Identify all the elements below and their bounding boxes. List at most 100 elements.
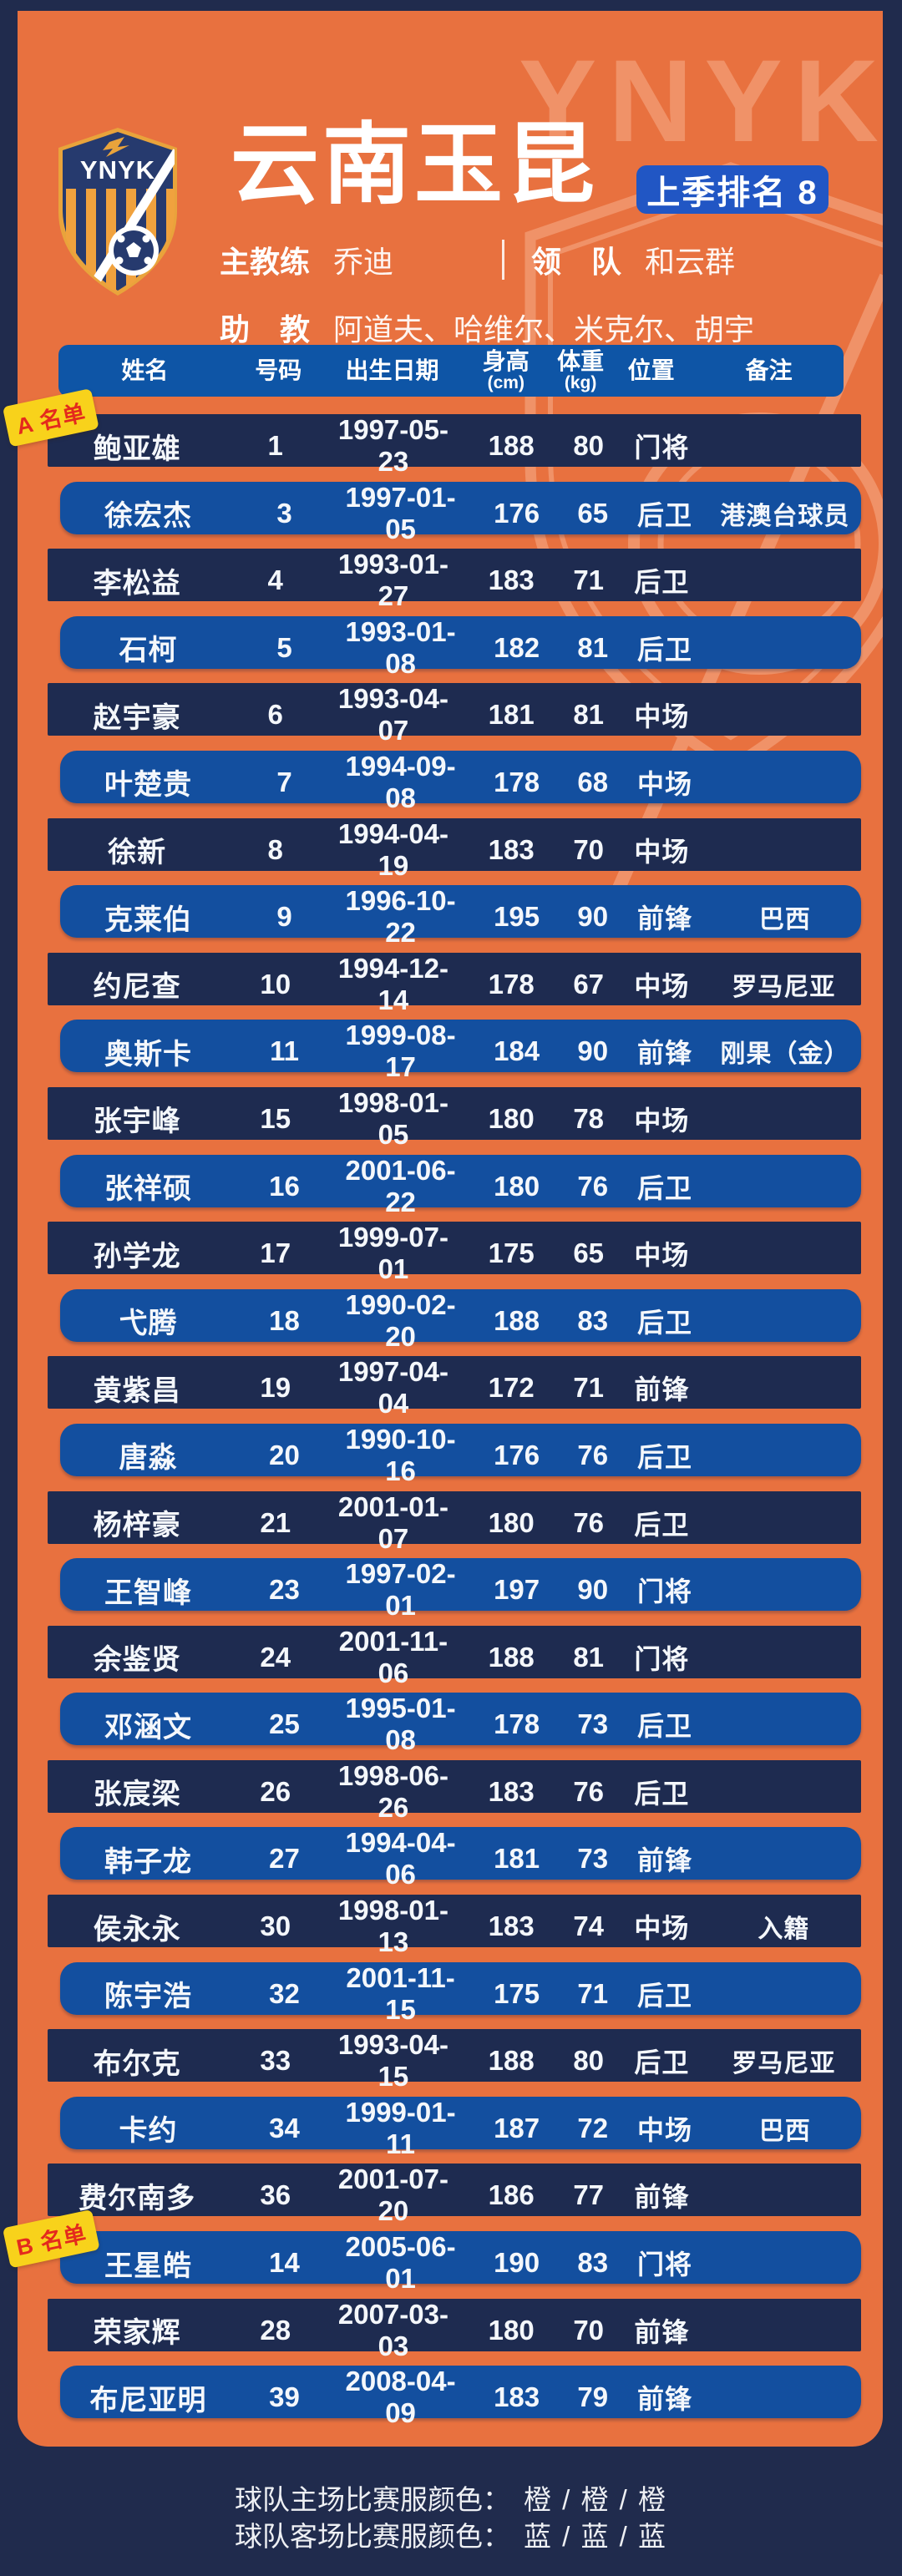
- table-row: 张宇峰 15 1998-01-05 180 78 中场: [48, 1086, 861, 1150]
- cell-birthdate: 2005-06-01: [345, 2231, 456, 2295]
- cell-height: 180: [488, 1102, 535, 1134]
- cell-weight: 83: [577, 2247, 609, 2279]
- column-label: 体重: [557, 347, 605, 374]
- cell-name: 布尔克: [93, 2047, 181, 2080]
- table-header: 姓名 号码 出生日期 身高 (cm) 体重 (kg) 位置 备注: [58, 345, 844, 397]
- cell-name: 弋腾: [119, 1308, 178, 1340]
- cell-birthdate: 1997-01-05: [345, 481, 456, 544]
- cell-weight: 71: [573, 1372, 605, 1404]
- table-row: 约尼查 10 1994-12-14 178 67 中场 罗马尼亚: [48, 952, 861, 1015]
- cell-name: 费尔南多: [79, 2182, 196, 2214]
- cell-position: 中场: [634, 1913, 690, 1944]
- cell-height: 175: [488, 1237, 535, 1269]
- cell-birthdate: 1998-01-05: [337, 1086, 448, 1150]
- table-row: 弋腾 18 1990-02-20 188 83 后卫: [60, 1288, 861, 1352]
- table-row: 王星皓 14 2005-06-01 190 83 门将: [60, 2231, 861, 2294]
- cell-number: 9: [276, 901, 292, 933]
- cell-height: 178: [488, 968, 535, 1000]
- cell-birthdate: 1999-01-11: [345, 2096, 456, 2159]
- cell-number: 6: [267, 699, 283, 731]
- cell-name: 布尼亚明: [89, 2384, 207, 2417]
- cell-height: 181: [494, 1843, 540, 1875]
- table-row: 石柯 5 1993-01-08 182 81 后卫: [60, 615, 861, 679]
- cell-birthdate: 1998-06-26: [337, 1759, 448, 1823]
- cell-position: 前锋: [634, 1374, 690, 1405]
- cell-number: 21: [260, 1506, 291, 1538]
- table-row: 卡约 34 1999-01-11 187 72 中场 巴西: [60, 2096, 861, 2159]
- table-row: 张宸梁 26 1998-06-26 183 76 后卫: [48, 1759, 861, 1823]
- cell-note: 罗马尼亚: [732, 973, 836, 1001]
- home-kit-label: 球队主场比赛服颜色：: [234, 2484, 510, 2515]
- cell-birthdate: 2001-06-22: [345, 1154, 456, 1217]
- cell-weight: 76: [573, 1775, 605, 1807]
- cell-birthdate: 1994-09-08: [345, 750, 456, 813]
- table-row: 陈宇浩 32 2001-11-15 175 71 后卫: [60, 1961, 861, 2025]
- cell-birthdate: 1993-04-15: [337, 2029, 448, 2093]
- cell-number: 4: [267, 564, 283, 596]
- table-row: 叶楚贵 7 1994-09-08 178 68 中场: [60, 750, 861, 813]
- column-label: 身高: [482, 347, 530, 374]
- cell-weight: 76: [577, 1170, 609, 1202]
- cell-name: 赵宇豪: [93, 701, 181, 734]
- table-row: 张祥硕 16 2001-06-22 180 76 后卫: [60, 1154, 861, 1217]
- table-row: 布尔克 33 1993-04-15 188 80 后卫 罗马尼亚: [48, 2029, 861, 2092]
- table-row: 奥斯卡 11 1999-08-17 184 90 前锋 刚果（金）: [60, 1020, 861, 1082]
- assistant-label: 助 教: [220, 312, 311, 347]
- logo-ynyk-text: YNYK: [80, 155, 155, 185]
- table-row: 侯永永 30 1998-01-13 183 74 中场 入籍: [48, 1895, 861, 1957]
- cell-height: 183: [494, 2381, 540, 2413]
- cell-name: 邓涵文: [104, 1711, 192, 1743]
- cell-birthdate: 1996-10-22: [345, 885, 456, 949]
- rank-badge: 上季排名 8: [636, 165, 829, 214]
- cell-birthdate: 1990-02-20: [345, 1288, 456, 1352]
- cell-birthdate: 1993-04-07: [337, 683, 448, 746]
- leader-group: 领 队 和云群: [502, 238, 735, 281]
- cell-number: 11: [270, 1035, 299, 1067]
- cell-position: 后卫: [634, 567, 690, 598]
- cell-number: 3: [276, 497, 292, 529]
- column-label: 姓名: [121, 357, 169, 384]
- cell-name: 陈宇浩: [104, 1981, 192, 2013]
- column-label: 出生日期: [345, 357, 439, 384]
- cell-number: 27: [269, 1843, 300, 1875]
- cell-position: 后卫: [637, 499, 693, 530]
- cell-height: 181: [488, 699, 535, 731]
- cell-number: 39: [269, 2381, 300, 2413]
- cell-number: 30: [260, 1910, 291, 1942]
- cell-note: 港澳台球员: [720, 502, 850, 530]
- cell-weight: 73: [577, 1708, 609, 1740]
- coach-value: 乔迪: [333, 245, 394, 279]
- table-row: 克莱伯 9 1996-10-22 195 90 前锋 巴西: [60, 885, 861, 948]
- table-body: 鲍亚雄 1 1997-05-23 188 80 门将 徐宏杰 3 1997-01-05 176 65…: [48, 414, 861, 2428]
- away-kit-value: 蓝 / 蓝 / 蓝: [523, 2521, 667, 2552]
- cell-birthdate: 2008-04-09: [345, 2366, 456, 2429]
- table-row: 徐宏杰 3 1997-01-05 176 65 后卫 港澳台球员: [60, 481, 861, 544]
- cell-name: 石柯: [119, 635, 178, 667]
- table-row: 布尼亚明 39 2008-04-09 183 79 前锋: [60, 2366, 861, 2428]
- column-header: 身高 (cm): [459, 347, 553, 392]
- cell-height: 184: [494, 1035, 540, 1067]
- cell-position: 中场: [634, 701, 690, 732]
- coach-label: 主教练: [220, 245, 311, 279]
- cell-position: 中场: [634, 1105, 690, 1136]
- cell-name: 黄紫昌: [93, 1374, 181, 1407]
- cell-weight: 78: [573, 1102, 605, 1134]
- cell-name: 杨梓豪: [93, 1510, 181, 1541]
- table-row: 黄紫昌 19 1997-04-04 172 71 前锋: [48, 1356, 861, 1419]
- cell-position: 后卫: [637, 634, 693, 665]
- cell-position: 中场: [637, 768, 693, 799]
- cell-name: 克莱伯: [104, 903, 192, 936]
- cell-weight: 81: [577, 631, 609, 663]
- cell-weight: 90: [577, 1574, 609, 1606]
- cell-birthdate: 1993-01-27: [337, 549, 448, 612]
- cell-name: 余鉴贤: [93, 1644, 181, 1677]
- cell-position: 后卫: [637, 1172, 693, 1203]
- cell-position: 前锋: [637, 903, 693, 934]
- cell-height: 182: [494, 631, 540, 663]
- cell-height: 183: [488, 1775, 535, 1807]
- away-kit-line: 球队客场比赛服颜色： 蓝 / 蓝 / 蓝: [0, 2518, 902, 2555]
- cell-height: 172: [488, 1372, 535, 1404]
- cell-name: 张宇峰: [93, 1106, 181, 1138]
- table-row: 鲍亚雄 1 1997-05-23 188 80 门将: [48, 414, 861, 477]
- cell-number: 18: [269, 1304, 300, 1336]
